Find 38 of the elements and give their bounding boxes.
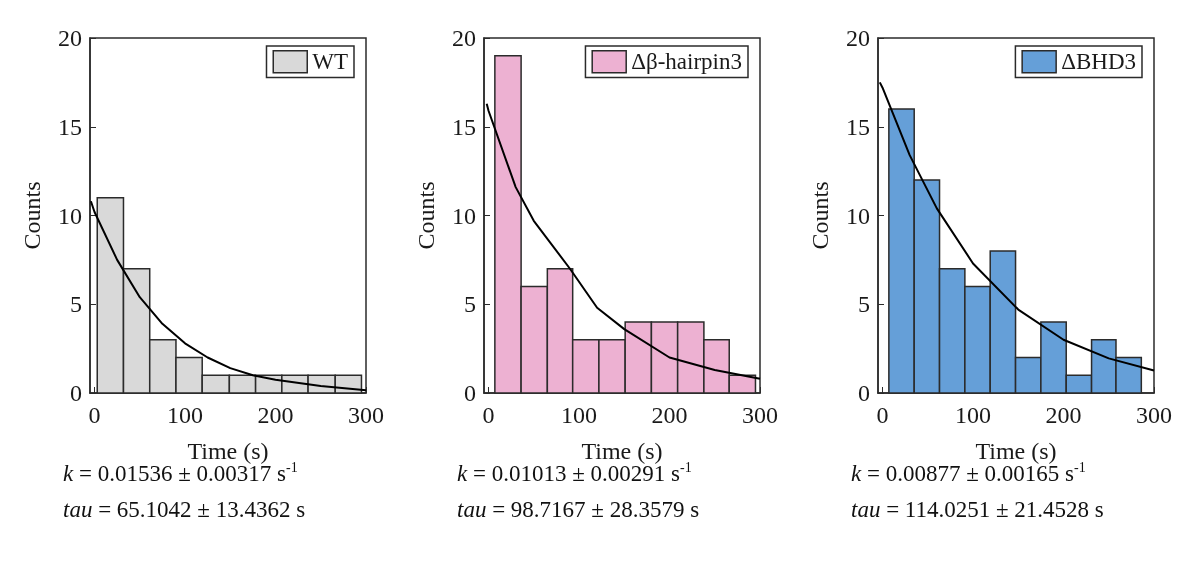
y-axis-title: Counts [19,181,45,250]
x-tick-label: 300 [742,402,778,428]
y-tick-label: 5 [464,291,476,318]
y-tick-label: 20 [452,25,476,51]
y-tick-label: 0 [70,380,82,406]
y-tick-label: 10 [452,202,476,229]
y-tick-label: 5 [70,291,82,318]
line-series [485,102,761,380]
text: tau = 114.0251 ± 21.4528 s [851,497,1104,522]
y-tick-label: 20 [846,25,870,51]
x-tick-label: 100 [955,402,992,428]
y-tick-label: 10 [58,202,82,229]
x-tick-label: 100 [167,402,204,428]
x-tick-label: 200 [651,402,688,428]
y-axis-title: Counts [413,181,439,250]
x-tick-label: 200 [1045,402,1082,428]
y-tick-label: 10 [846,202,870,229]
x-tick-label: 0 [88,402,101,428]
y-tick-label: 15 [846,113,870,140]
legend-label: ΔBHD3 [1061,49,1137,75]
y-tick-label: 15 [452,113,476,140]
y-tick-label: 20 [58,25,82,51]
legend-label: WT [312,49,349,75]
x-tick-label: 200 [257,402,294,428]
line-series [878,81,1155,372]
y-tick-label: 5 [858,291,870,318]
x-tick-label: 0 [876,402,889,428]
text: tau = 98.7167 ± 28.3579 s [457,497,700,522]
x-tick-label: 300 [348,402,384,428]
x-tick-label: 0 [482,402,495,428]
legend-label: Δβ-hairpin3 [631,49,743,75]
y-tick-label: 15 [58,113,82,140]
y-tick-label: 0 [858,380,870,406]
text: tau = 65.1042 ± 13.4362 s [63,497,306,522]
y-axis-title: Counts [807,181,833,250]
x-tick-label: 300 [1136,402,1172,428]
x-tick-label: 100 [561,402,598,428]
y-tick-label: 0 [464,380,476,406]
